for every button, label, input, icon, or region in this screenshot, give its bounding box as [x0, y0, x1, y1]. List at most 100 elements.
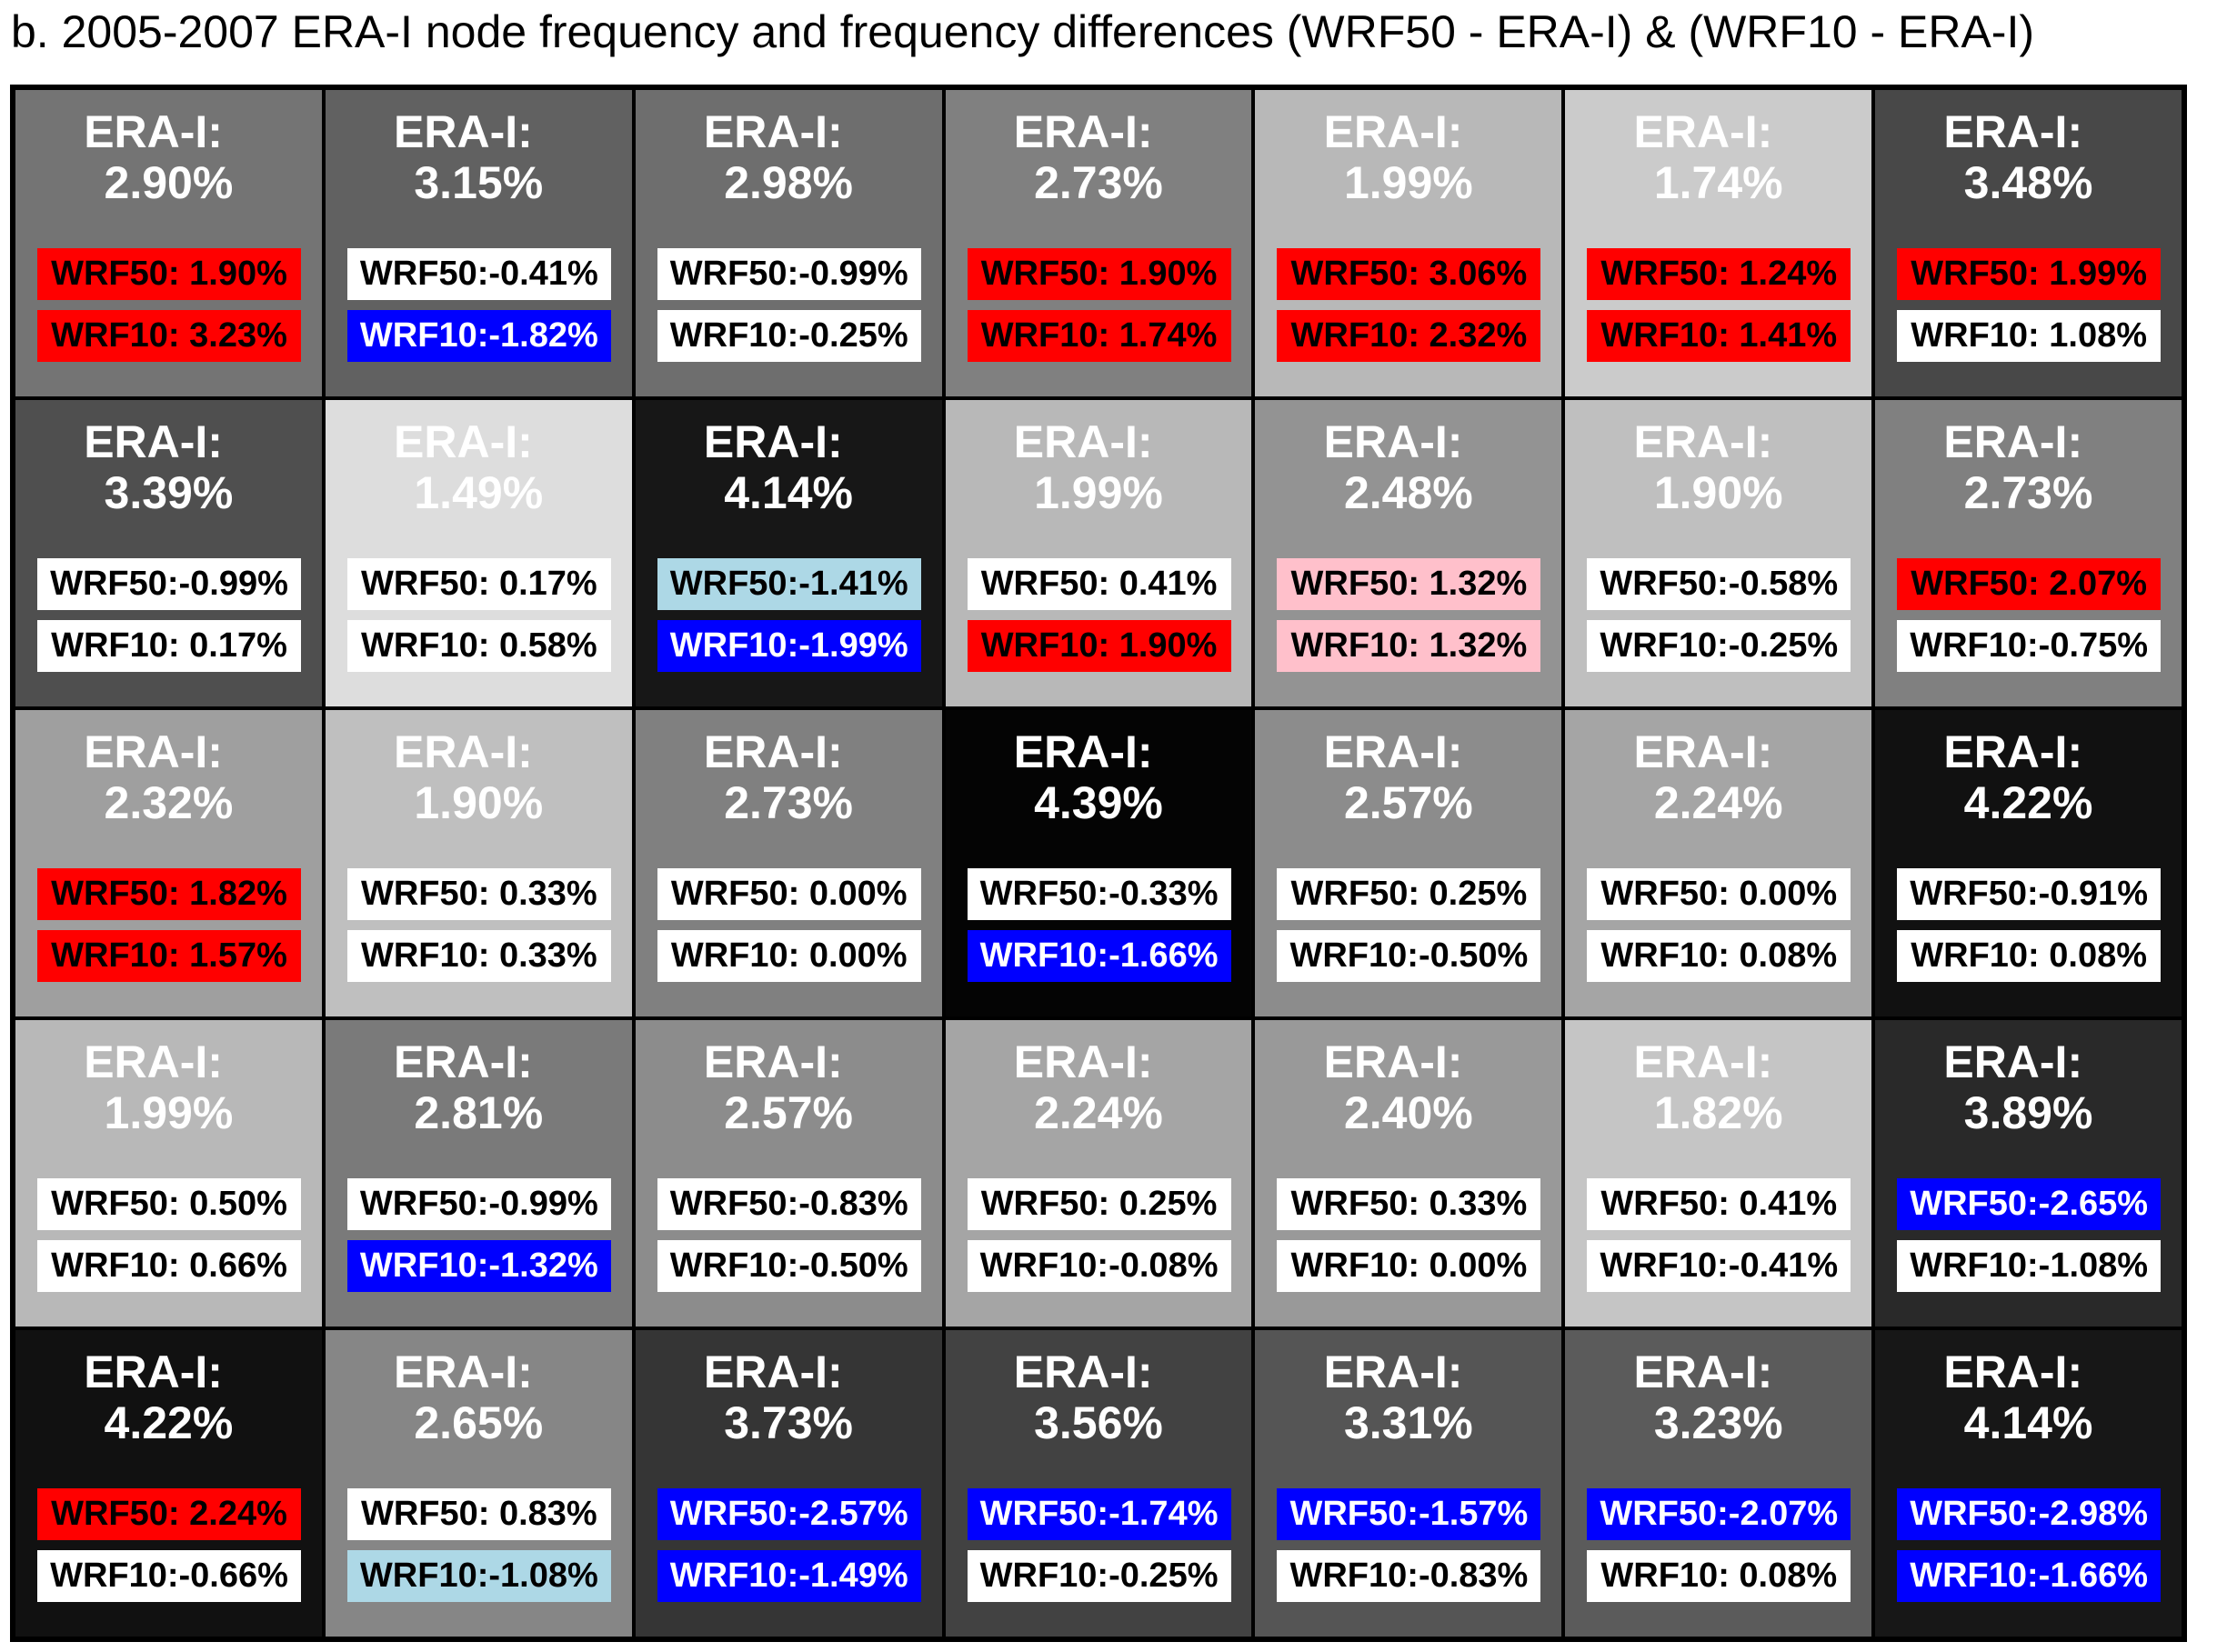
era-label: ERA-I:	[1013, 1036, 1153, 1087]
node-cell: ERA-I: 2.57% WRF50:-0.83% WRF10:-0.50%	[633, 1018, 944, 1328]
era-label: ERA-I:	[703, 1036, 843, 1087]
era-frequency-value: 2.73%	[1963, 467, 2093, 518]
era-frequency-value: 2.90%	[104, 157, 234, 208]
era-frequency-value: 2.24%	[1034, 1087, 1163, 1138]
era-label: ERA-I:	[1633, 1347, 1773, 1397]
node-cell: ERA-I: 1.99% WRF50: 0.50% WRF10: 0.66%	[14, 1018, 324, 1328]
wrf50-difference-box: WRF50: 1.90%	[967, 248, 1231, 300]
wrf50-difference-box: WRF50: 1.99%	[1897, 248, 2162, 300]
wrf10-difference-box: WRF10:-0.66%	[37, 1550, 301, 1602]
node-cell: ERA-I: 2.81% WRF50:-0.99% WRF10:-1.32%	[323, 1018, 634, 1328]
node-cell: ERA-I: 2.32% WRF50: 1.82% WRF10: 1.57%	[14, 708, 324, 1018]
era-frequency-value: 3.73%	[724, 1397, 854, 1448]
node-cell: ERA-I: 3.48% WRF50: 1.99% WRF10: 1.08%	[1873, 88, 2183, 398]
wrf50-difference-box: WRF50:-1.41%	[657, 558, 921, 610]
wrf50-difference-box: WRF50:-1.57%	[1277, 1488, 1541, 1540]
era-frequency-value: 4.14%	[724, 467, 854, 518]
era-label: ERA-I:	[1323, 106, 1463, 157]
era-frequency-value: 2.48%	[1343, 467, 1473, 518]
wrf10-difference-box: WRF10:-1.66%	[967, 930, 1231, 982]
wrf50-difference-box: WRF50: 1.82%	[37, 868, 301, 920]
era-frequency-value: 2.73%	[1034, 157, 1163, 208]
era-frequency-value: 1.99%	[104, 1087, 234, 1138]
era-label: ERA-I:	[394, 726, 533, 777]
era-frequency-value: 3.23%	[1653, 1397, 1783, 1448]
era-frequency-value: 2.24%	[1653, 777, 1783, 828]
era-label: ERA-I:	[1943, 1347, 2083, 1397]
wrf10-difference-box: WRF10:-0.08%	[967, 1240, 1231, 1292]
node-cell: ERA-I: 4.22% WRF50:-0.91% WRF10: 0.08%	[1873, 708, 2183, 1018]
wrf10-difference-box: WRF10: 3.23%	[37, 310, 301, 362]
era-label: ERA-I:	[1943, 416, 2083, 467]
era-frequency-value: 3.39%	[104, 467, 234, 518]
node-cell: ERA-I: 2.65% WRF50: 0.83% WRF10:-1.08%	[323, 1328, 634, 1638]
wrf50-difference-box: WRF50: 0.00%	[1587, 868, 1851, 920]
wrf10-difference-box: WRF10:-0.75%	[1897, 620, 2162, 672]
node-cell: ERA-I: 1.90% WRF50:-0.58% WRF10:-0.25%	[1563, 398, 1874, 708]
wrf10-difference-box: WRF10: 0.00%	[657, 930, 921, 982]
era-frequency-value: 3.31%	[1343, 1397, 1473, 1448]
node-cell: ERA-I: 2.73% WRF50: 2.07% WRF10:-0.75%	[1873, 398, 2183, 708]
wrf50-difference-box: WRF50: 2.24%	[37, 1488, 301, 1540]
wrf10-difference-box: WRF10: 1.41%	[1587, 310, 1851, 362]
era-label: ERA-I:	[394, 416, 533, 467]
wrf50-difference-box: WRF50:-2.57%	[657, 1488, 921, 1540]
era-label: ERA-I:	[84, 106, 223, 157]
era-label: ERA-I:	[703, 1347, 843, 1397]
wrf10-difference-box: WRF10: 0.08%	[1897, 930, 2162, 982]
era-label: ERA-I:	[84, 1347, 223, 1397]
era-frequency-value: 1.90%	[1653, 467, 1783, 518]
era-label: ERA-I:	[84, 416, 223, 467]
era-label: ERA-I:	[394, 1347, 533, 1397]
era-frequency-value: 4.22%	[1963, 777, 2093, 828]
era-frequency-value: 4.39%	[1034, 777, 1163, 828]
node-cell: ERA-I: 2.98% WRF50:-0.99% WRF10:-0.25%	[633, 88, 944, 398]
wrf50-difference-box: WRF50: 0.33%	[346, 868, 611, 920]
wrf50-difference-box: WRF50:-2.98%	[1897, 1488, 2162, 1540]
era-frequency-value: 3.15%	[414, 157, 544, 208]
node-cell: ERA-I: 2.90% WRF50: 1.90% WRF10: 3.23%	[14, 88, 324, 398]
wrf50-difference-box: WRF50: 2.07%	[1897, 558, 2162, 610]
node-cell: ERA-I: 4.22% WRF50: 2.24% WRF10:-0.66%	[14, 1328, 324, 1638]
wrf10-difference-box: WRF10: 1.08%	[1897, 310, 2162, 362]
wrf50-difference-box: WRF50: 0.25%	[1277, 868, 1541, 920]
wrf10-difference-box: WRF10: 0.33%	[346, 930, 611, 982]
wrf50-difference-box: WRF50: 1.32%	[1277, 558, 1541, 610]
node-cell: ERA-I: 3.23% WRF50:-2.07% WRF10: 0.08%	[1563, 1328, 1874, 1638]
wrf10-difference-box: WRF10: 2.32%	[1277, 310, 1541, 362]
wrf10-difference-box: WRF10:-1.66%	[1897, 1550, 2162, 1602]
chart-title: b. 2005-2007 ERA-I node frequency and fr…	[11, 6, 2034, 57]
era-frequency-value: 3.89%	[1963, 1087, 2093, 1138]
wrf10-difference-box: WRF10: 0.58%	[346, 620, 611, 672]
wrf50-difference-box: WRF50: 3.06%	[1277, 248, 1541, 300]
node-cell: ERA-I: 2.40% WRF50: 0.33% WRF10: 0.00%	[1253, 1018, 1564, 1328]
wrf10-difference-box: WRF10: 0.08%	[1587, 930, 1851, 982]
wrf10-difference-box: WRF10:-0.41%	[1587, 1240, 1851, 1292]
era-label: ERA-I:	[394, 106, 533, 157]
node-cell: ERA-I: 2.24% WRF50: 0.00% WRF10: 0.08%	[1563, 708, 1874, 1018]
node-cell: ERA-I: 2.57% WRF50: 0.25% WRF10:-0.50%	[1253, 708, 1564, 1018]
wrf10-difference-box: WRF10: 0.66%	[37, 1240, 301, 1292]
wrf10-difference-box: WRF10:-0.50%	[657, 1240, 921, 1292]
wrf50-difference-box: WRF50: 0.25%	[967, 1178, 1231, 1230]
era-frequency-value: 1.90%	[414, 777, 544, 828]
era-label: ERA-I:	[1943, 106, 2083, 157]
era-label: ERA-I:	[1013, 726, 1153, 777]
wrf10-difference-box: WRF10:-1.32%	[346, 1240, 611, 1292]
era-frequency-value: 2.32%	[104, 777, 234, 828]
era-label: ERA-I:	[1323, 1347, 1463, 1397]
era-label: ERA-I:	[1633, 1036, 1773, 1087]
era-label: ERA-I:	[1323, 726, 1463, 777]
wrf50-difference-box: WRF50: 1.24%	[1587, 248, 1851, 300]
node-cell: ERA-I: 1.99% WRF50: 0.41% WRF10: 1.90%	[943, 398, 1254, 708]
era-frequency-value: 1.99%	[1343, 157, 1473, 208]
wrf50-difference-box: WRF50:-0.99%	[346, 1178, 611, 1230]
era-frequency-value: 1.99%	[1034, 467, 1163, 518]
era-label: ERA-I:	[1013, 106, 1153, 157]
wrf50-difference-box: WRF50:-0.99%	[657, 248, 921, 300]
wrf10-difference-box: WRF10:-1.82%	[346, 310, 611, 362]
wrf50-difference-box: WRF50: 0.17%	[346, 558, 611, 610]
era-label: ERA-I:	[703, 106, 843, 157]
wrf10-difference-box: WRF10:-0.25%	[967, 1550, 1231, 1602]
node-cell: ERA-I: 3.15% WRF50:-0.41% WRF10:-1.82%	[323, 88, 634, 398]
